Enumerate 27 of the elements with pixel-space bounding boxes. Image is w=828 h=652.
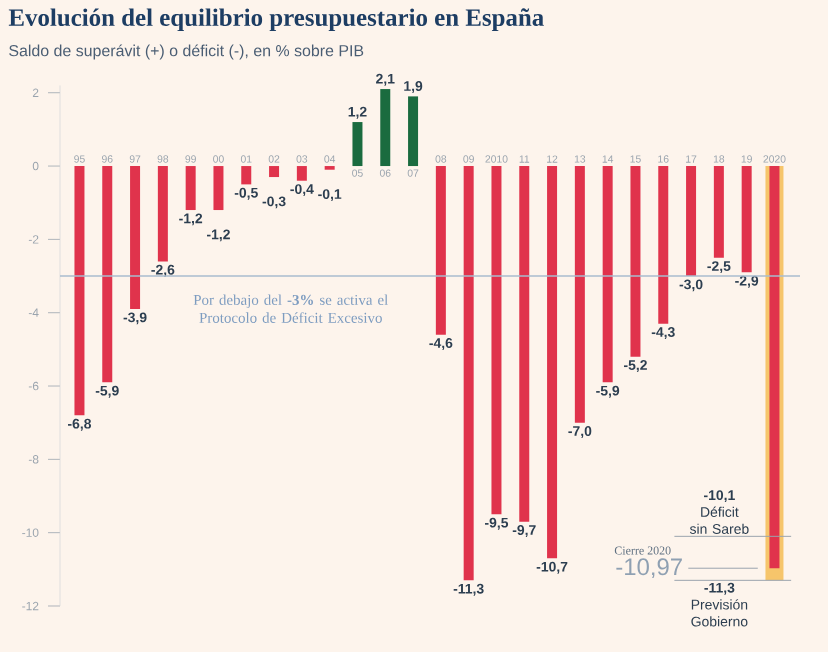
bar (74, 166, 85, 416)
bar (185, 166, 196, 211)
bar (435, 166, 446, 335)
bar (380, 89, 391, 167)
bar (491, 166, 502, 515)
bar (241, 166, 252, 185)
bar (574, 166, 585, 423)
bar (547, 166, 558, 559)
bar (352, 122, 363, 167)
bar (519, 166, 530, 522)
bar (408, 96, 419, 167)
bar (296, 166, 307, 181)
bar (741, 166, 752, 273)
chart-title: Evolución del equilibrio presupuestario en España (8, 8, 544, 32)
bar (602, 166, 613, 383)
bar (463, 166, 474, 581)
bar (769, 166, 780, 569)
bar (157, 166, 168, 262)
bar (630, 166, 641, 357)
bar (102, 166, 113, 383)
bar (658, 166, 669, 324)
bar (269, 166, 280, 178)
bar (213, 166, 224, 211)
annotation: -10,97 (616, 558, 682, 579)
bar (713, 166, 724, 258)
bar (130, 166, 141, 310)
bar (686, 166, 697, 277)
